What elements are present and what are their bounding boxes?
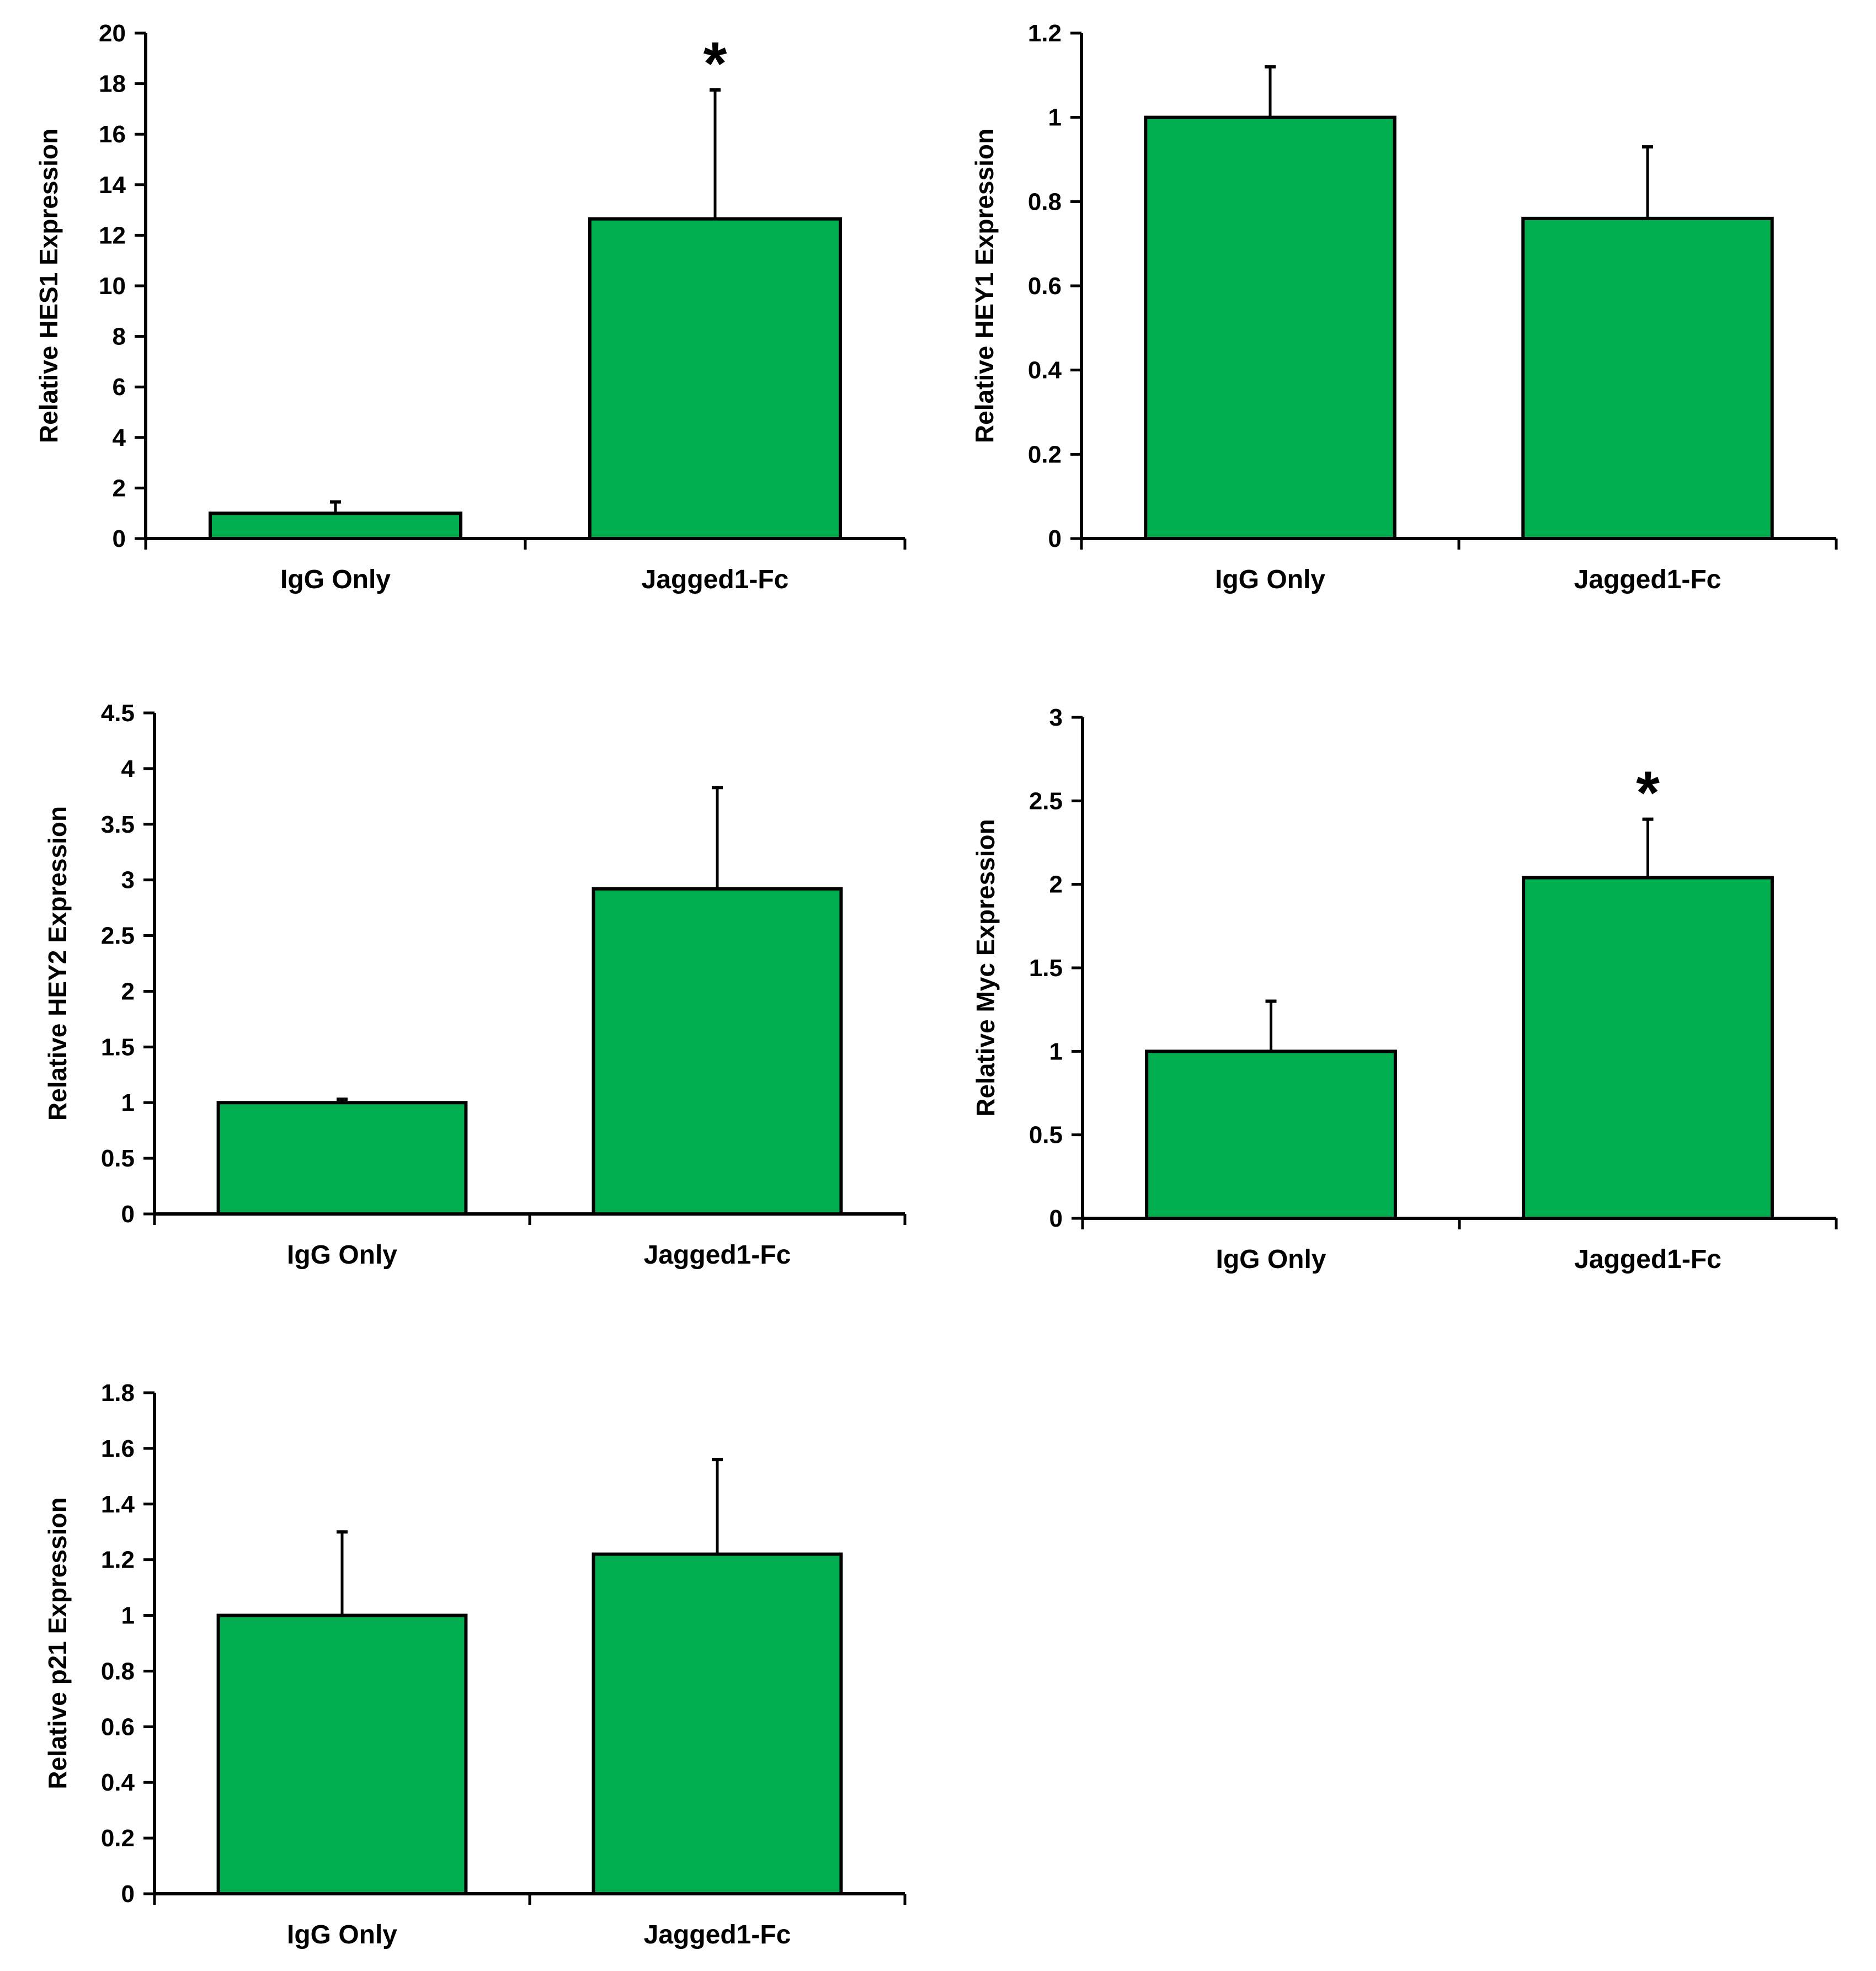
y-tick-label: 0.5 (1029, 1122, 1063, 1149)
chart-panel: 0 0.5 1 1.5 2 2.5 3 IgG Only Jagged1-Fc * Relative… (971, 704, 1838, 1274)
bar-igg-only (216, 1613, 468, 1896)
bar-jagged1-fc (1522, 876, 1774, 1221)
y-tick-label: 0 (1049, 1205, 1063, 1232)
y-tick-label: 4 (121, 755, 135, 782)
y-tick-label: 0 (121, 1881, 135, 1908)
y-tick-label: 2 (113, 475, 126, 502)
x-category-label: IgG Only (280, 565, 391, 594)
y-tick-label: 0.5 (101, 1145, 135, 1172)
y-tick-label: 0 (121, 1201, 135, 1228)
y-tick-label: 0.2 (1028, 441, 1062, 468)
bar-igg-only (208, 512, 463, 541)
y-axis-title: Relative Myc Expression (971, 819, 1000, 1116)
y-axis-title: Relative HES1 Expression (34, 129, 63, 443)
x-category-label: IgG Only (1215, 565, 1325, 594)
y-tick-label: 0.4 (101, 1769, 135, 1796)
y-tick-label: 1.5 (101, 1034, 135, 1061)
x-category-label: Jagged1-Fc (644, 1920, 791, 1949)
y-tick-label: 0 (1048, 525, 1062, 552)
y-tick-label: 1 (1049, 1038, 1063, 1065)
y-tick-label: 1 (121, 1089, 135, 1116)
y-tick-label: 2.5 (101, 923, 135, 950)
bar-jagged1-fc (588, 217, 843, 540)
x-category-label: Jagged1-Fc (644, 1240, 791, 1270)
significance-asterisk: * (1636, 759, 1660, 827)
y-tick-label: 2.5 (1029, 787, 1063, 814)
x-category-label: Jagged1-Fc (642, 565, 789, 594)
y-tick-label: 10 (99, 273, 126, 300)
y-tick-label: 0.8 (1028, 188, 1062, 215)
y-tick-label: 0 (113, 525, 126, 552)
y-tick-label: 6 (113, 374, 126, 401)
y-tick-label: 0.8 (101, 1658, 135, 1685)
y-tick-label: 2 (1049, 871, 1063, 898)
y-tick-label: 0.2 (101, 1825, 135, 1852)
chart-panel: 0 2 4 6 8 10 12 14 16 18 20 IgG Only Jagged1-Fc * Rela… (34, 20, 907, 594)
y-tick-label: 8 (113, 323, 126, 350)
y-tick-label: 3 (121, 867, 135, 894)
y-tick-label: 2 (121, 978, 135, 1005)
x-category-label: IgG Only (1216, 1245, 1326, 1274)
x-category-label: IgG Only (287, 1920, 397, 1949)
y-tick-label: 14 (99, 172, 126, 199)
y-axis-title: Relative HEY1 Expression (970, 129, 999, 443)
x-category-label: Jagged1-Fc (1574, 565, 1722, 594)
x-category-label: IgG Only (287, 1240, 397, 1270)
y-tick-label: 1.8 (101, 1379, 135, 1407)
y-tick-label: 16 (99, 121, 126, 148)
bar-jagged1-fc (591, 1552, 843, 1896)
y-tick-label: 4 (113, 424, 126, 451)
y-tick-label: 0.6 (101, 1713, 135, 1740)
significance-asterisk: * (704, 30, 727, 98)
chart-panel: 0 0.2 0.4 0.6 0.8 1 1.2 IgG Only Jagged1-Fc Relat… (970, 20, 1838, 594)
y-tick-label: 20 (99, 20, 126, 47)
y-tick-label: 1.6 (101, 1435, 135, 1462)
y-tick-label: 3 (1049, 704, 1063, 731)
bar-jagged1-fc (591, 887, 843, 1216)
bar-jagged1-fc (1521, 216, 1774, 541)
y-tick-label: 18 (99, 71, 126, 98)
bar-igg-only (1144, 115, 1397, 540)
y-axis-title: Relative HEY2 Expression (43, 806, 72, 1121)
bar-igg-only (216, 1101, 468, 1216)
bar-igg-only (1145, 1050, 1397, 1221)
chart-panel: 0 0.5 1 1.5 2 2.5 3 3.5 4 4.5 IgG Only Jagged1-Fc Re… (43, 700, 907, 1270)
chart-panel: 0 0.2 0.4 0.6 0.8 1 1.2 1.4 1.6 1.8 IgG Only Jagged… (43, 1379, 907, 1949)
y-tick-label: 1.2 (101, 1547, 135, 1574)
y-tick-label: 0.6 (1028, 273, 1062, 300)
y-tick-label: 1 (121, 1602, 135, 1629)
y-tick-label: 12 (99, 222, 126, 249)
y-tick-label: 1.2 (1028, 20, 1062, 47)
y-tick-label: 1.5 (1029, 955, 1063, 982)
y-tick-label: 4.5 (101, 700, 135, 727)
x-category-label: Jagged1-Fc (1574, 1245, 1722, 1274)
y-tick-label: 0.4 (1028, 357, 1062, 384)
y-tick-label: 1 (1048, 104, 1062, 131)
y-axis-title: Relative p21 Expression (43, 1497, 72, 1789)
y-tick-label: 1.4 (101, 1491, 135, 1518)
y-tick-label: 3.5 (101, 811, 135, 838)
